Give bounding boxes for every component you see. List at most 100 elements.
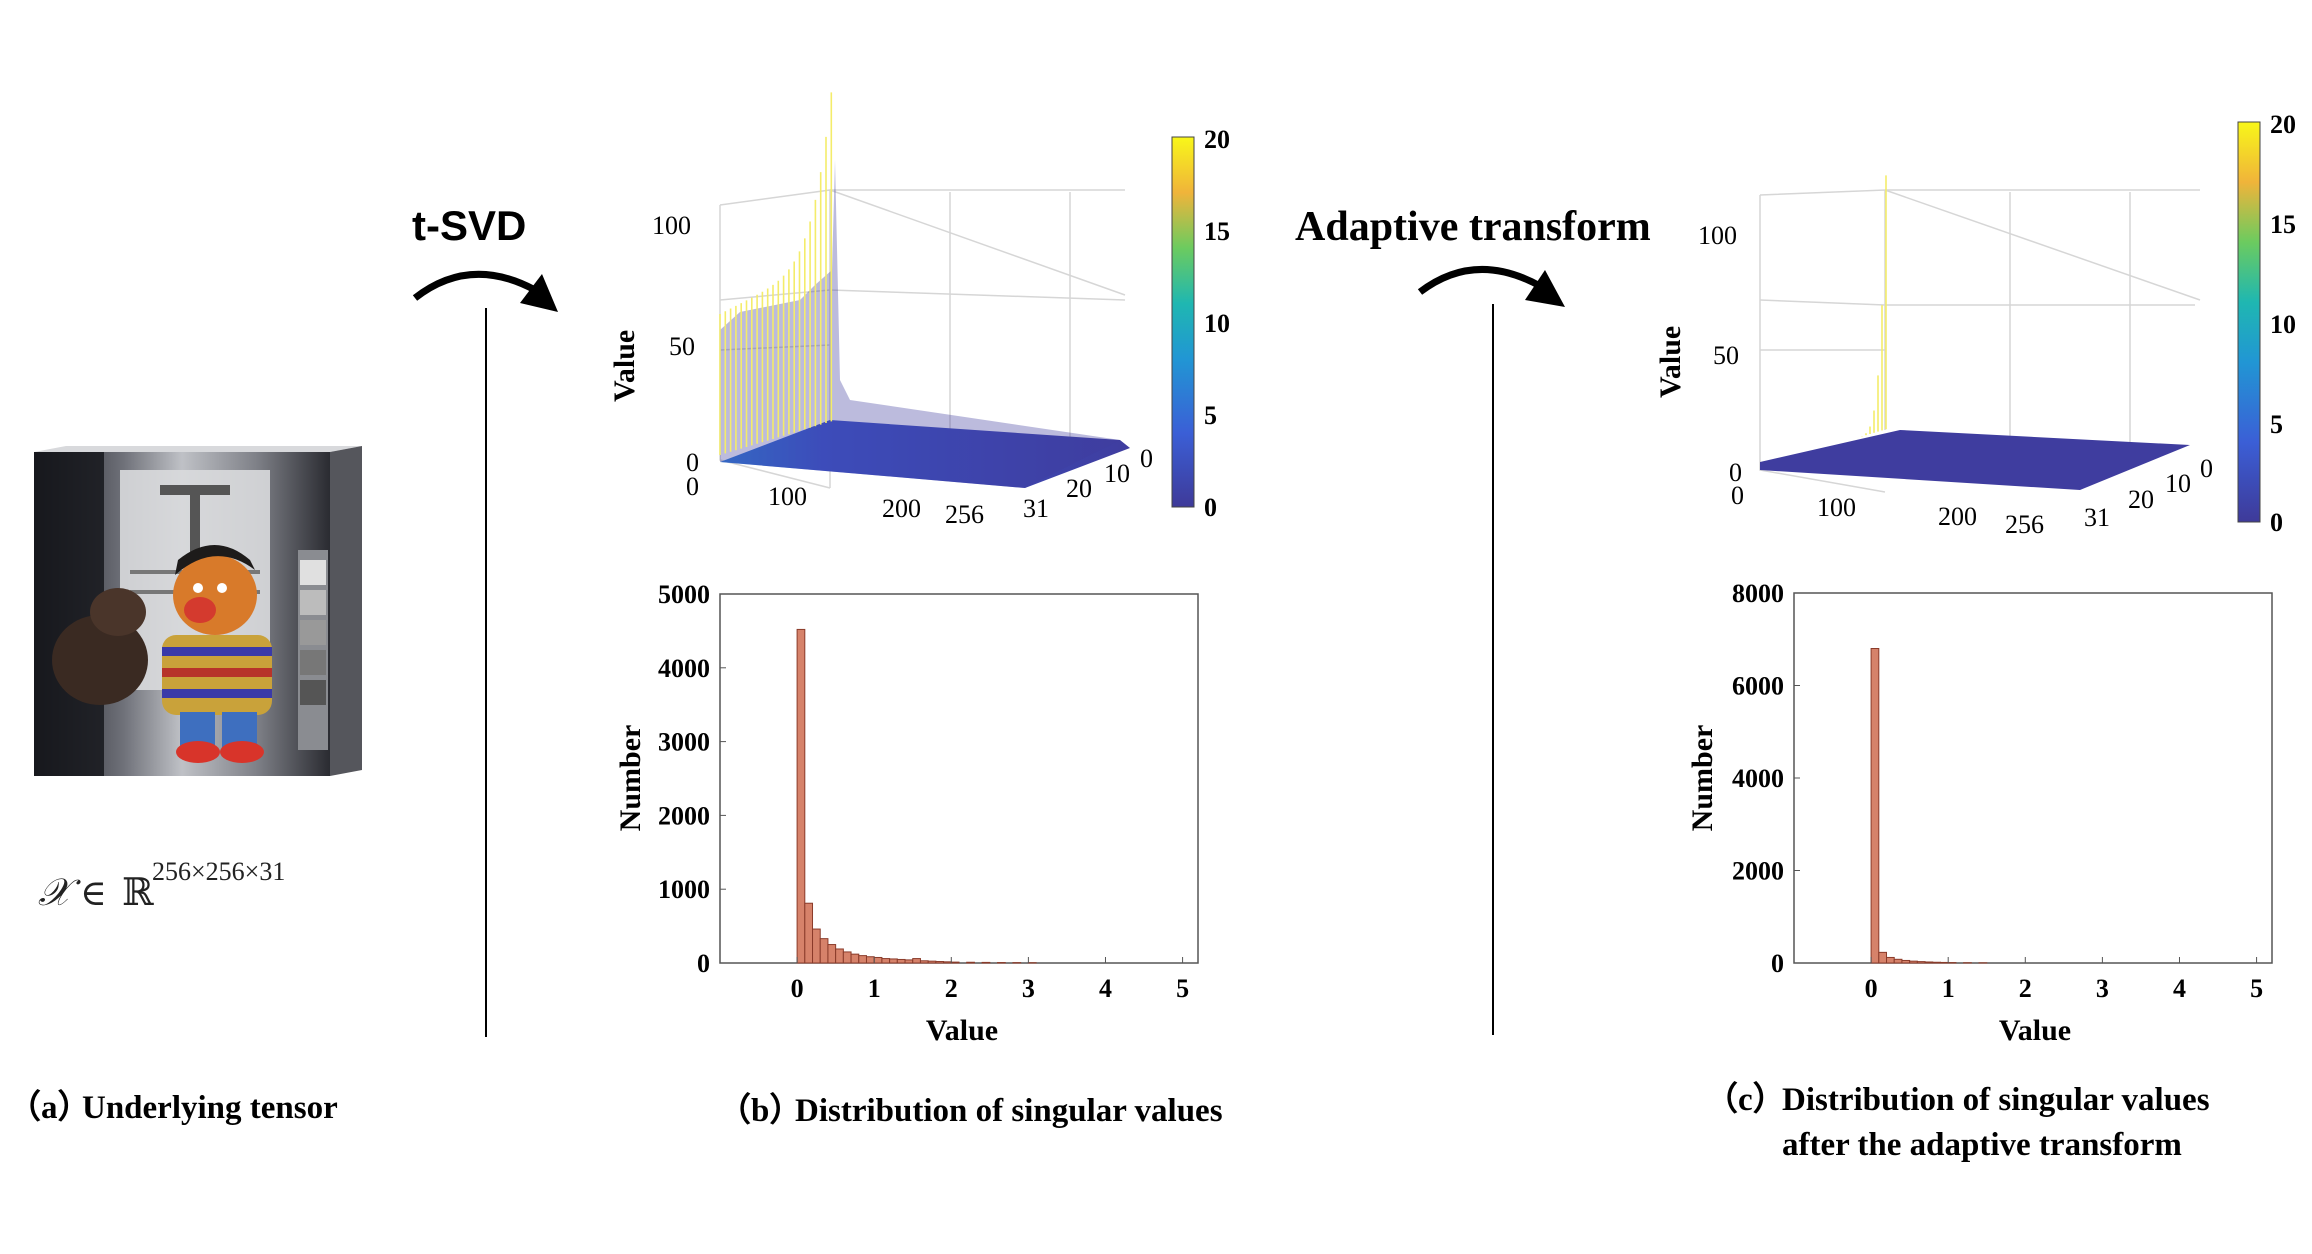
panel-a: 𝒳 ∈ ℝ 256×256×31 （a） Underlying tensor — [8, 446, 362, 1126]
colorbar-b-tick-15: 15 — [1204, 217, 1230, 246]
caption-b-label: （b） — [718, 1092, 802, 1129]
tensor-dims: 256×256×31 — [152, 857, 285, 886]
histogram-x-tick: 4 — [2173, 974, 2186, 1003]
histogram-b: 0 1000 2000 3000 4000 5000 0 1 2 3 4 5 Value Numbe… — [614, 580, 1199, 1047]
histogram-bar — [981, 961, 991, 964]
histogram-y-tick: 4000 — [658, 654, 710, 683]
histogram-bar — [904, 959, 914, 964]
histogram-x-tick: 1 — [868, 974, 881, 1003]
surface-b-x-tick-100: 100 — [768, 482, 807, 511]
arrow-adaptive: Adaptive transform — [1295, 204, 1651, 1035]
histogram-x-tick: 2 — [2019, 974, 2032, 1003]
tensor-formula: 𝒳 ∈ ℝ 256×256×31 — [38, 857, 285, 914]
curved-arrow-icon-2 — [1417, 266, 1542, 295]
surface-c-y-tick-10: 10 — [2165, 469, 2191, 498]
histogram-x-tick: 4 — [1099, 974, 1112, 1003]
caption-c-line2: after the adaptive transform — [1782, 1127, 2182, 1163]
histogram-y-tick: 1000 — [658, 875, 710, 904]
colorbar-b-tick-20: 20 — [1204, 125, 1230, 154]
caption-a-label: （a） — [8, 1089, 91, 1126]
histogram-x-tick: 0 — [791, 974, 804, 1003]
histogram-bar — [1909, 960, 1918, 964]
histogram-x-tick: 3 — [1022, 974, 1035, 1003]
colorbar-c-tick-15: 15 — [2270, 210, 2296, 239]
histogram-x-tick: 3 — [2096, 974, 2109, 1003]
colorbar-c-tick-10: 10 — [2270, 310, 2296, 339]
surface-b-x-tick-256: 256 — [945, 500, 984, 529]
histogram-y-tick: 2000 — [1732, 857, 1784, 886]
caption-c-label: （c） — [1705, 1081, 1786, 1118]
curved-arrow-icon — [412, 270, 537, 301]
colorbar-c-tick-20: 20 — [2270, 110, 2296, 139]
histogram-y-tick: 0 — [1771, 949, 1784, 978]
histogram-c-xlabel: Value — [1999, 1014, 2071, 1047]
caption-c-line1: Distribution of singular values — [1782, 1082, 2210, 1118]
colorbar-b-tick-10: 10 — [1204, 309, 1230, 338]
histogram-bar — [935, 961, 945, 964]
surface-plot-b: 100 50 0 Value 0 100 200 256 31 20 10 0 … — [608, 92, 1230, 529]
caption-b-text: Distribution of singular values — [795, 1093, 1223, 1129]
surface-c-x-tick-256: 256 — [2005, 510, 2044, 539]
histogram-bar — [827, 944, 837, 964]
tensor-relation: ∈ — [80, 873, 107, 913]
adaptive-transform-label: Adaptive transform — [1295, 204, 1651, 250]
histogram-x-tick: 2 — [945, 974, 958, 1003]
histogram-bar — [943, 961, 952, 964]
histogram-x-tick: 5 — [1176, 974, 1189, 1003]
histogram-y-tick: 5000 — [658, 580, 710, 609]
surface-floor-b — [720, 420, 1130, 488]
surface-b-z-tick-0: 0 — [686, 448, 699, 477]
surface-c-x-tick-200: 200 — [1938, 502, 1977, 531]
histogram-bar — [842, 951, 852, 964]
histogram-b-ylabel: Number — [614, 725, 647, 832]
arrow-head-icon — [520, 274, 558, 312]
surface-c-x-tick-100: 100 — [1817, 493, 1856, 522]
surface-b-x-tick-0: 0 — [686, 472, 699, 501]
histogram-bar — [819, 938, 829, 964]
surface-b-y-tick-31: 31 — [1023, 494, 1049, 523]
histogram-bar — [873, 956, 883, 964]
surface-plot-c: 100 50 0 Value 0 100 200 256 31 20 10 0 … — [1654, 110, 2296, 539]
histogram-y-tick: 0 — [697, 949, 710, 978]
histogram-bar — [966, 961, 975, 964]
toy-figure — [162, 545, 272, 763]
colorbar-b — [1171, 136, 1195, 508]
histogram-bar — [881, 958, 891, 964]
surface-c-y-tick-31: 31 — [2084, 503, 2110, 532]
tensor-image — [34, 446, 362, 776]
histogram-bar — [850, 953, 860, 964]
histogram-bar — [796, 628, 806, 964]
tensor-field: ℝ — [122, 872, 154, 914]
colorbar-c-tick-5: 5 — [2270, 410, 2283, 439]
arrow-head-icon-2 — [1525, 270, 1565, 307]
surface-b-y-tick-0: 0 — [1140, 444, 1153, 473]
histogram-c: 0 2000 4000 6000 8000 0 1 2 3 4 5 Value Number — [1686, 579, 2273, 1047]
surface-b-z-tick-100: 100 — [652, 211, 691, 240]
surface-c-z-tick-0: 0 — [1729, 458, 1742, 487]
histogram-b-frame — [719, 593, 1199, 964]
colorbar-b-tick-0: 0 — [1204, 493, 1217, 522]
surface-c-zlabel: Value — [1654, 326, 1687, 398]
surface-b-x-tick-200: 200 — [882, 494, 921, 523]
histogram-bar — [1901, 959, 1911, 964]
histogram-b-xlabel: Value — [926, 1014, 998, 1047]
surface-c-y-tick-0: 0 — [2200, 454, 2213, 483]
histogram-bar — [1939, 961, 1949, 964]
colorbar-c-tick-0: 0 — [2270, 508, 2283, 537]
histogram-bar — [858, 955, 867, 964]
histogram-bar — [950, 961, 960, 964]
surface-spikes-b — [719, 92, 833, 455]
histogram-bar — [889, 958, 898, 964]
histogram-bar — [927, 960, 937, 964]
histogram-bar — [835, 948, 844, 964]
histogram-bar — [912, 958, 921, 964]
arrow-tsvd: t-SVD — [412, 202, 558, 1037]
histogram-y-tick: 8000 — [1732, 579, 1784, 608]
histogram-bar — [1893, 958, 1903, 964]
histogram-bar — [1886, 956, 1895, 964]
surface-b-y-tick-20: 20 — [1066, 474, 1092, 503]
histogram-bar — [804, 902, 814, 964]
histogram-x-tick: 1 — [1942, 974, 1955, 1003]
surface-spikes-c — [1853, 175, 1887, 439]
histogram-y-tick: 6000 — [1732, 672, 1784, 701]
